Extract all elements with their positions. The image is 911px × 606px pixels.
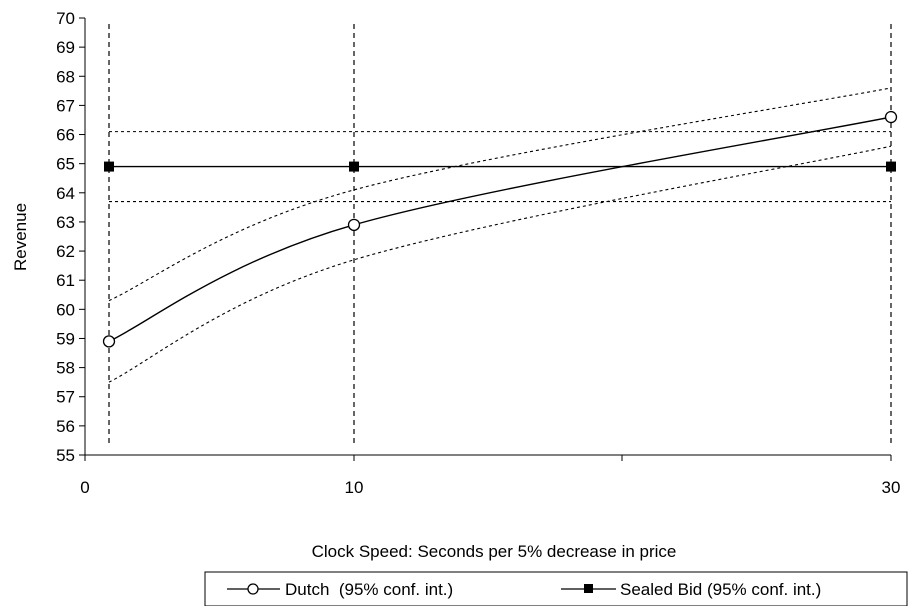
- legend-marker-open-circle: [247, 583, 259, 595]
- data-point-sealed-bid-1: [104, 161, 114, 172]
- legend-label-dutch: Dutch (95% conf. int.): [285, 580, 453, 599]
- y-tick-label-61: 61: [56, 271, 75, 290]
- dutch-ci-lower: [108, 145, 892, 383]
- y-axis-title: Revenue: [11, 203, 30, 271]
- y-tick-label-70: 70: [56, 9, 75, 28]
- legend-label-sealed-bid: Sealed Bid (95% conf. int.): [620, 580, 821, 599]
- y-tick-label-58: 58: [56, 359, 75, 378]
- series-line-dutch: [108, 116, 892, 343]
- y-tick-label-66: 66: [56, 126, 75, 145]
- y-tick-label-69: 69: [56, 38, 75, 57]
- legend: Dutch (95% conf. int.) Sealed Bid (95% c…: [204, 571, 908, 606]
- y-tick-label-63: 63: [56, 213, 75, 232]
- y-tick-label-67: 67: [56, 96, 75, 115]
- data-point-dutch-10: [347, 218, 361, 231]
- axes: 55 56 57 58 59 60 61 62 63 64 65 66 67 68 69 70 0 10 30: [56, 9, 900, 497]
- y-tick-label-68: 68: [56, 67, 75, 86]
- dutch-ci-upper: [108, 87, 892, 302]
- y-tick-label-55: 55: [56, 446, 75, 465]
- data-point-dutch-1: [102, 335, 116, 348]
- legend-item-sealed-bid: Sealed Bid (95% conf. int.): [561, 580, 821, 599]
- data-point-dutch-30: [884, 110, 898, 124]
- y-tick-label-57: 57: [56, 388, 75, 407]
- y-tick-label-62: 62: [56, 242, 75, 261]
- data-point-sealed-bid-30: [886, 161, 896, 172]
- y-tick-label-65: 65: [56, 155, 75, 174]
- x-tick-label-30: 30: [882, 478, 901, 497]
- legend-item-dutch: Dutch (95% conf. int.): [227, 580, 453, 599]
- legend-box: [204, 571, 908, 606]
- x-tick-label-0: 0: [80, 478, 89, 497]
- x-tick-label-10: 10: [345, 478, 364, 497]
- x-axis-title: Clock Speed: Seconds per 5% decrease in …: [312, 542, 677, 561]
- y-tick-label-60: 60: [56, 300, 75, 319]
- data-point-sealed-bid-10: [349, 161, 359, 172]
- plot-area: [102, 24, 898, 447]
- legend-marker-filled-square: [584, 584, 593, 593]
- y-tick-label-64: 64: [56, 184, 75, 203]
- y-tick-label-59: 59: [56, 329, 75, 348]
- y-tick-label-56: 56: [56, 417, 75, 436]
